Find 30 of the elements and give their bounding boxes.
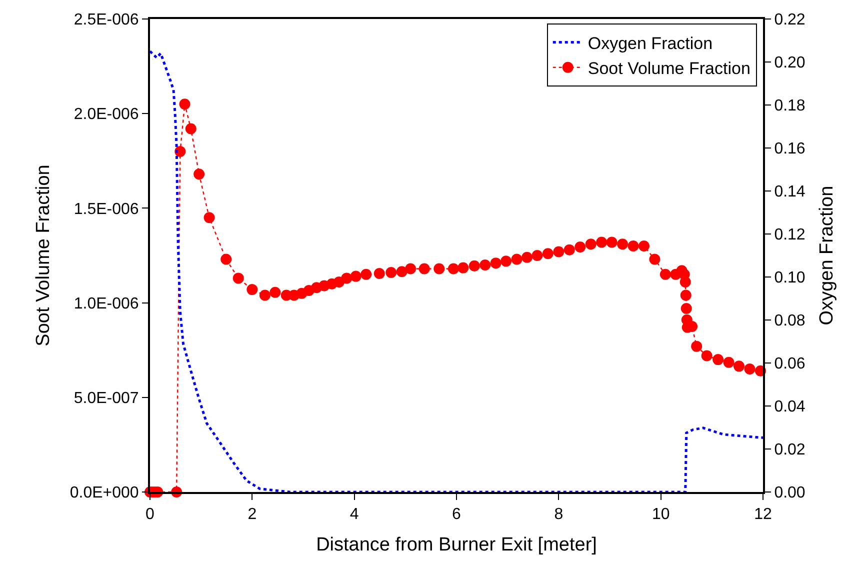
y2-tick-label: 0.06 [774, 356, 806, 373]
legend-label: Soot Volume Fraction [588, 59, 750, 78]
y2-tick-label: 0.16 [774, 140, 806, 158]
legend-label: Oxygen Fraction [588, 34, 713, 53]
y-tick-label: 0.0E+000 [70, 484, 139, 502]
y2-tick-label: 0.08 [774, 312, 806, 330]
x-tick-label: 2 [248, 506, 257, 524]
y-tick-label: 1.0E-006 [74, 295, 139, 312]
x-tick-label: 6 [452, 506, 462, 524]
x-tick-label: 0 [146, 506, 155, 524]
y2-tick-label: 0.00 [774, 484, 806, 502]
y-tick-label: 2.5E-006 [74, 12, 139, 29]
y2-tick-label: 0.14 [774, 184, 806, 201]
y2-tick-label: 0.04 [774, 398, 806, 416]
y-axis-title: Soot Volume Fraction [33, 164, 54, 346]
x-axis-title: Distance from Burner Exit [meter] [316, 534, 597, 556]
y2-axis-title: Oxygen Fraction [816, 186, 838, 326]
y2-tick-label: 0.12 [774, 226, 806, 244]
y-tick-label: 5.0E-007 [74, 390, 139, 407]
x-tick-label: 10 [652, 506, 670, 524]
x-tick-label: 12 [754, 506, 772, 524]
x-tick-label: 8 [554, 506, 564, 524]
x-tick-label: 4 [350, 506, 359, 524]
y2-tick-label: 0.18 [774, 98, 806, 115]
y-tick-label: 2.0E-006 [74, 106, 139, 124]
y2-tick-label: 0.20 [774, 54, 806, 72]
y2-tick-label: 0.02 [774, 442, 806, 459]
y-tick-label: 1.5E-006 [74, 200, 139, 218]
y2-tick-label: 0.22 [774, 12, 806, 29]
y2-tick-label: 0.10 [774, 270, 806, 287]
